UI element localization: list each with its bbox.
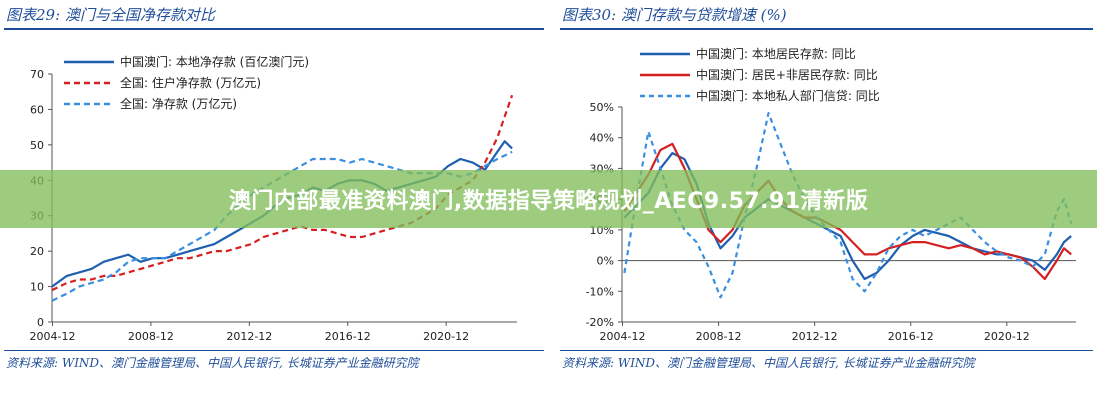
chart-title-right: 图表30: 澳门存款与贷款增速 (%) [562, 6, 787, 24]
legend-label: 中国澳门: 本地净存款 (百亿澳门元) [120, 54, 309, 69]
y-tick-label: 0 [37, 316, 44, 329]
chart-title-left: 图表29: 澳门与全国净存款对比 [6, 6, 215, 24]
source-right: 资料来源: WIND、澳门金融管理局、中国人民银行, 长城证券产业金融研究院 [562, 356, 975, 370]
x-tick-label: 2020-12 [423, 330, 469, 343]
x-tick-label: 2004-12 [30, 330, 76, 343]
x-tick-label: 2016-12 [888, 330, 934, 343]
x-tick-label: 2008-12 [696, 330, 742, 343]
legend-label: 全国: 住户净存款 (万亿元) [120, 75, 261, 90]
y-tick-label: 50 [30, 139, 44, 152]
y-tick-label: 70 [30, 68, 44, 81]
y-tick-label: 20 [30, 245, 44, 258]
series-line-3 [623, 111, 1073, 299]
chart-panel-right: 图表30: 澳门存款与贷款增速 (%) -20%-10%0%10%20%30%4… [556, 0, 1097, 400]
banner-text: 澳门内部最准资料澳门,数据指导策略规划_AEC9.57.91清新版 [228, 189, 869, 214]
legend-label: 中国澳门: 居民+非居民存款: 同比 [696, 67, 878, 82]
source-left: 资料来源: WIND、澳门金融管理局、中国人民银行, 长城证券产业金融研究院 [6, 356, 419, 370]
x-tick-label: 2012-12 [226, 330, 272, 343]
y-tick-label: 50% [590, 101, 614, 114]
y-tick-label: 0% [597, 255, 614, 268]
source-rule-right [560, 350, 1093, 351]
y-tick-label: 40% [590, 132, 614, 145]
legend-label: 中国澳门: 本地居民存款: 同比 [696, 46, 856, 61]
y-tick-label: 60 [30, 103, 44, 116]
y-tick-label: -20% [586, 316, 614, 329]
x-tick-label: 2008-12 [128, 330, 174, 343]
x-tick-label: 2004-12 [599, 330, 645, 343]
y-tick-label: -10% [586, 285, 614, 298]
legend-label: 全国: 净存款 (万亿元) [120, 96, 237, 111]
y-tick-label: 10 [30, 281, 44, 294]
x-tick-label: 2012-12 [792, 330, 838, 343]
title-rule-right [560, 28, 1093, 30]
x-tick-label: 2016-12 [325, 330, 371, 343]
overlay-banner: 澳门内部最准资料澳门,数据指导策略规划_AEC9.57.91清新版 [0, 170, 1097, 228]
legend-label: 中国澳门: 本地私人部门信贷: 同比 [696, 88, 880, 103]
x-tick-label: 2020-12 [984, 330, 1030, 343]
source-rule-left [4, 350, 544, 351]
title-rule-left [4, 28, 544, 30]
